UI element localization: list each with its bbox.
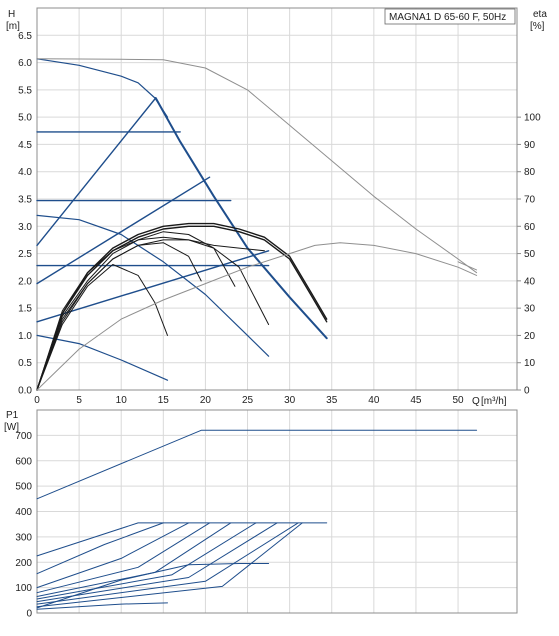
efficiency-curve	[36, 236, 265, 391]
x-axis-unit: [m³/h]	[481, 396, 507, 407]
y-tick-label-power: 100	[15, 583, 32, 594]
y-tick-label-head: 4.5	[18, 140, 32, 151]
y2-tick-label-eta: 60	[524, 222, 536, 233]
y-tick-label-head: 1.0	[18, 331, 32, 342]
y-tick-label-head: 0.0	[18, 386, 32, 397]
power-curve	[36, 522, 257, 600]
power-plot-frame	[36, 409, 518, 614]
x-tick-label: 15	[158, 395, 170, 406]
y-axis-unit-head: [m]	[6, 21, 20, 32]
y-tick-label-head: 2.0	[18, 276, 32, 287]
y2-tick-label-eta: 30	[524, 304, 536, 315]
x-tick-label: 10	[116, 395, 128, 406]
power-curve	[36, 522, 328, 557]
x-tick-label: 0	[34, 395, 40, 406]
y-tick-label-head: 5.0	[18, 113, 32, 124]
y-tick-label-power: 600	[15, 456, 32, 467]
head-curve	[36, 58, 478, 274]
power-curve	[36, 522, 303, 608]
y-axis-ticks-power: 0 100 200 300 400 500 600 700	[15, 431, 32, 620]
y-tick-label-head: 6.5	[18, 31, 32, 42]
head-curve	[36, 97, 157, 247]
power-curve	[36, 563, 270, 609]
power-curve	[36, 522, 299, 605]
y2-axis-unit-eta: [%]	[530, 21, 545, 32]
x-tick-label: 35	[326, 395, 338, 406]
y2-tick-label-eta: 10	[524, 358, 536, 369]
x-tick-label: 25	[242, 395, 254, 406]
y2-axis-ticks-eta: 0 10 20 30 40 50 60 70 80 90 100	[517, 113, 541, 397]
y-tick-label-head: 5.5	[18, 85, 32, 96]
y-axis-unit-power: [W]	[4, 422, 19, 433]
power-curve	[36, 522, 164, 575]
y2-axis-label-eta: eta	[533, 9, 547, 20]
efficiency-curve	[36, 239, 270, 391]
efficiency-curve	[36, 242, 478, 391]
head-curve	[154, 97, 328, 340]
power-curve	[36, 522, 211, 594]
y-axis-label-head: H	[8, 9, 15, 20]
y2-tick-label-eta: 90	[524, 140, 536, 151]
chart-title-box	[384, 8, 516, 25]
x-tick-label: 5	[76, 395, 82, 406]
y2-tick-label-eta: 0	[524, 386, 530, 397]
efficiency-curve	[36, 242, 202, 391]
head-curve	[36, 176, 211, 285]
y2-tick-label-eta: 100	[524, 113, 541, 124]
x-tick-label: 30	[284, 395, 296, 406]
y-tick-label-power: 700	[15, 431, 32, 442]
y-tick-label-power: 500	[15, 482, 32, 493]
y-tick-label-head: 3.0	[18, 222, 32, 233]
y2-tick-label-eta: 70	[524, 195, 536, 206]
y-tick-label-head: 2.5	[18, 249, 32, 260]
y-tick-label-head: 0.5	[18, 358, 32, 369]
head-eta-curves	[36, 58, 478, 391]
head-curve	[36, 214, 270, 357]
y2-tick-label-eta: 40	[524, 276, 536, 287]
y-tick-label-head: 3.5	[18, 195, 32, 206]
y2-tick-label-eta: 50	[524, 249, 536, 260]
power-curve	[36, 522, 278, 603]
x-tick-label: 40	[368, 395, 380, 406]
x-tick-label: 20	[200, 395, 212, 406]
y-tick-label-head: 6.0	[18, 58, 32, 69]
y-tick-label-power: 300	[15, 532, 32, 543]
x-axis-label: Q	[472, 396, 480, 407]
efficiency-curve	[36, 225, 328, 391]
head-curve	[36, 250, 270, 323]
efficiency-curve	[36, 264, 168, 391]
y-tick-label-head: 4.0	[18, 167, 32, 178]
y-tick-label-power: 200	[15, 558, 32, 569]
chart-title: MAGNA1 D 65-60 F, 50Hz	[389, 12, 506, 23]
y2-tick-label-eta: 20	[524, 331, 536, 342]
y-axis-label-power: P1	[6, 410, 19, 421]
y-tick-label-power: 400	[15, 507, 32, 518]
head-curve	[36, 334, 169, 381]
power-curves	[36, 429, 478, 610]
head-curve	[457, 261, 478, 271]
x-tick-label: 50	[452, 395, 464, 406]
y2-tick-label-eta: 80	[524, 167, 536, 178]
power-curve	[36, 522, 190, 589]
x-axis-ticks: 0 5 10 15 20 25 30 35 40 45 50	[34, 395, 464, 406]
y-tick-label-head: 1.5	[18, 304, 32, 315]
power-curve	[36, 429, 478, 500]
y-axis-ticks-head: 0.0 0.5 1.0 1.5 2.0 2.5 3.0 3.5 4.0 4.5 5.0 5.5 6.0 6…	[18, 31, 32, 397]
power-curve	[36, 602, 168, 610]
x-tick-label: 45	[410, 395, 422, 406]
y-tick-label-power: 0	[26, 609, 32, 620]
